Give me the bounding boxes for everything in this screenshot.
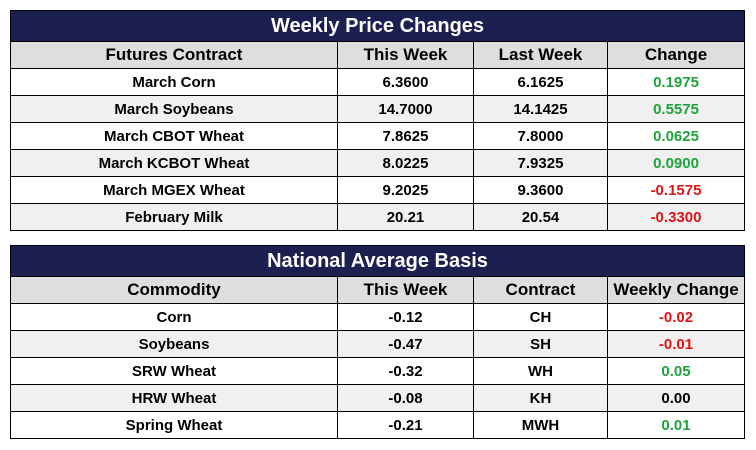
- contract-cell: March CBOT Wheat: [10, 122, 338, 150]
- commodity-cell: Corn: [10, 303, 338, 331]
- contract-cell: MWH: [473, 411, 608, 439]
- weekly-change-cell: 0.01: [606, 411, 746, 439]
- table-row: March MGEX Wheat 9.2025 9.3600 -0.1575: [10, 176, 746, 204]
- this-week-cell: -0.32: [337, 357, 474, 385]
- commodity-cell: Soybeans: [10, 330, 338, 358]
- contract-cell: March Corn: [10, 68, 338, 96]
- table-row: March KCBOT Wheat 8.0225 7.9325 0.0900: [10, 149, 746, 177]
- table-row: HRW Wheat -0.08 KH 0.00: [10, 384, 746, 412]
- price-changes-title: Weekly Price Changes: [9, 10, 746, 42]
- weekly-change-cell: -0.02: [606, 303, 746, 331]
- this-week-cell: 8.0225: [337, 149, 474, 177]
- last-week-cell: 7.8000: [473, 122, 608, 150]
- change-cell: -0.3300: [606, 203, 746, 231]
- basis-title: National Average Basis: [9, 245, 746, 277]
- table-row: February Milk 20.21 20.54 -0.3300: [10, 203, 746, 231]
- contract-cell: SH: [473, 330, 608, 358]
- header-weekly-change: Weekly Change: [606, 276, 746, 304]
- weekly-price-changes-table: Weekly Price Changes Futures Contract Th…: [9, 10, 746, 231]
- this-week-cell: -0.08: [337, 384, 474, 412]
- header-futures-contract: Futures Contract: [10, 41, 338, 69]
- change-cell: 0.0625: [606, 122, 746, 150]
- this-week-cell: 14.7000: [337, 95, 474, 123]
- last-week-cell: 9.3600: [473, 176, 608, 204]
- this-week-cell: 9.2025: [337, 176, 474, 204]
- commodity-cell: Spring Wheat: [10, 411, 338, 439]
- weekly-change-cell: -0.01: [606, 330, 746, 358]
- commodity-cell: SRW Wheat: [10, 357, 338, 385]
- change-cell: 0.5575: [606, 95, 746, 123]
- header-this-week: This Week: [337, 276, 474, 304]
- this-week-cell: 6.3600: [337, 68, 474, 96]
- header-last-week: Last Week: [473, 41, 608, 69]
- this-week-cell: 7.8625: [337, 122, 474, 150]
- national-average-basis-table: National Average Basis Commodity This We…: [9, 245, 746, 439]
- contract-cell: KH: [473, 384, 608, 412]
- this-week-cell: -0.21: [337, 411, 474, 439]
- this-week-cell: -0.47: [337, 330, 474, 358]
- weekly-change-cell: 0.05: [606, 357, 746, 385]
- last-week-cell: 20.54: [473, 203, 608, 231]
- header-change: Change: [606, 41, 746, 69]
- weekly-change-cell: 0.00: [606, 384, 746, 412]
- change-cell: -0.1575: [606, 176, 746, 204]
- table-row: March Soybeans 14.7000 14.1425 0.5575: [10, 95, 746, 123]
- table-row: SRW Wheat -0.32 WH 0.05: [10, 357, 746, 385]
- header-this-week: This Week: [337, 41, 474, 69]
- this-week-cell: -0.12: [337, 303, 474, 331]
- table-row: March Corn 6.3600 6.1625 0.1975: [10, 68, 746, 96]
- table-row: March CBOT Wheat 7.8625 7.8000 0.0625: [10, 122, 746, 150]
- header-contract: Contract: [473, 276, 608, 304]
- contract-cell: February Milk: [10, 203, 338, 231]
- table-row: Soybeans -0.47 SH -0.01: [10, 330, 746, 358]
- contract-cell: CH: [473, 303, 608, 331]
- change-cell: 0.0900: [606, 149, 746, 177]
- last-week-cell: 14.1425: [473, 95, 608, 123]
- last-week-cell: 6.1625: [473, 68, 608, 96]
- table-row: Spring Wheat -0.21 MWH 0.01: [10, 411, 746, 439]
- this-week-cell: 20.21: [337, 203, 474, 231]
- change-cell: 0.1975: [606, 68, 746, 96]
- contract-cell: WH: [473, 357, 608, 385]
- table-row: Corn -0.12 CH -0.02: [10, 303, 746, 331]
- contract-cell: March KCBOT Wheat: [10, 149, 338, 177]
- header-commodity: Commodity: [10, 276, 338, 304]
- contract-cell: March MGEX Wheat: [10, 176, 338, 204]
- contract-cell: March Soybeans: [10, 95, 338, 123]
- commodity-cell: HRW Wheat: [10, 384, 338, 412]
- last-week-cell: 7.9325: [473, 149, 608, 177]
